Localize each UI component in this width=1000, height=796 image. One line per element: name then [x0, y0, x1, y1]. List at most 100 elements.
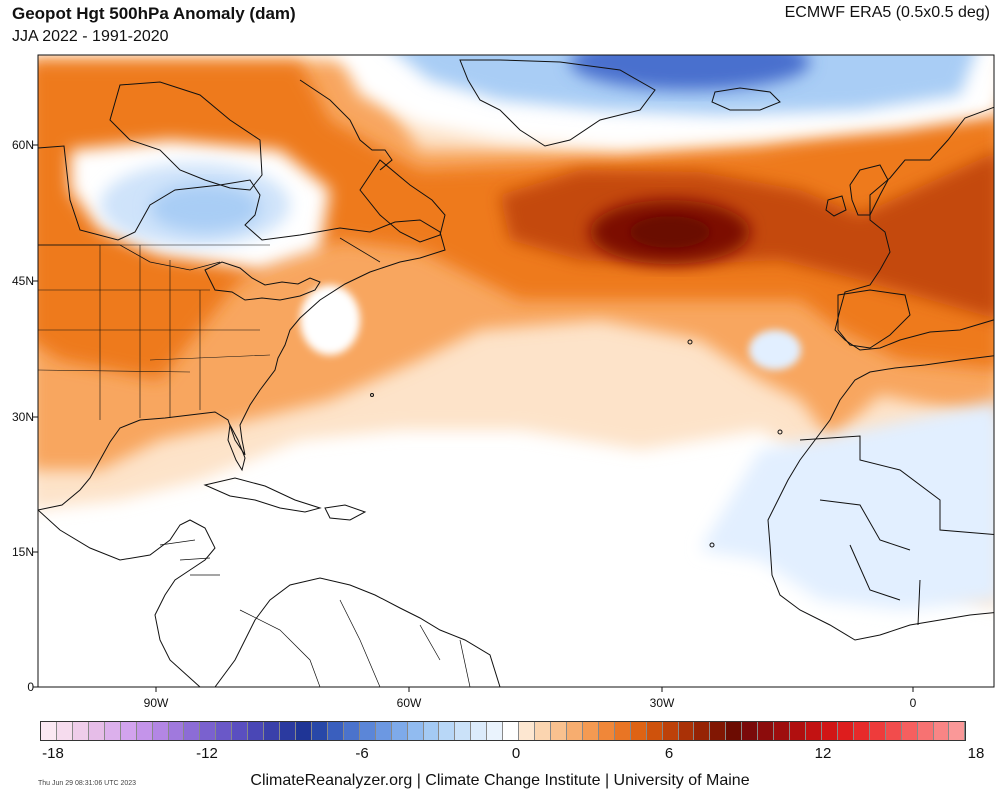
colorbar: [40, 721, 967, 741]
colorbar-cell: [646, 722, 663, 740]
colorbar-cell: [662, 722, 679, 740]
bermuda-island: [370, 393, 374, 397]
colorbar-cell: [296, 722, 312, 740]
gulf-and-mexico: [38, 509, 216, 687]
colorbar-cell: [439, 722, 456, 740]
colorbar-cell: [790, 722, 806, 740]
iberia: [837, 289, 911, 349]
colorbar-label-neg18: -18: [42, 745, 64, 762]
colorbar-label-6: 6: [664, 745, 674, 762]
us-state-borders: [38, 244, 271, 420]
colorbar-cell: [630, 722, 647, 740]
colorbar-cell: [136, 722, 153, 740]
east-coast-neutral: [300, 285, 360, 355]
colorbar-cell: [200, 722, 217, 740]
canadian-maritimes: [359, 159, 446, 243]
colorbar-cell: [678, 722, 695, 740]
colorbar-cell: [487, 722, 504, 740]
colorbar-cell: [407, 722, 424, 740]
canary-islands: [777, 429, 783, 435]
colorbar-cell: [694, 722, 711, 740]
colorbar-cell: [423, 722, 440, 740]
anomaly-field: [38, 55, 994, 610]
colorbar-cell: [933, 722, 950, 740]
colorbar-cell: [455, 722, 472, 740]
iceland-outline: [711, 87, 781, 111]
anomaly-max-core: [630, 216, 710, 248]
lon-label-0: 0: [909, 696, 917, 710]
colorbar-cell: [88, 722, 105, 740]
british-isles: [825, 164, 889, 217]
azores-low: [749, 330, 801, 370]
footer-credit: ClimateReanalyzer.org | Climate Change I…: [250, 772, 750, 789]
map-subtitle: JJA 2022 - 1991-2020: [12, 28, 169, 45]
colorbar-cell: [742, 722, 759, 740]
colorbar-cell: [774, 722, 791, 740]
lon-label-60w: 60W: [396, 696, 422, 710]
colorbar-label-neg6: -6: [355, 745, 369, 762]
colorbar-cell: [280, 722, 296, 740]
lat-label-30n: 30N: [11, 410, 34, 424]
colorbar-cell: [598, 722, 615, 740]
colorbar-cell: [152, 722, 169, 740]
colorbar-cell: [837, 722, 854, 740]
colorbar-cell: [917, 722, 934, 740]
colorbar-cell: [853, 722, 870, 740]
colorbar-cell: [232, 722, 249, 740]
data-source: ECMWF ERA5 (0.5x0.5 deg): [784, 4, 990, 21]
colorbar-cell: [806, 722, 822, 740]
colorbar-cell: [311, 722, 328, 740]
greenland-outline: [459, 59, 656, 147]
colorbar-cell: [72, 722, 89, 740]
colorbar-cell: [471, 722, 488, 740]
colorbar-cell: [391, 722, 408, 740]
azores-islands: [687, 339, 693, 345]
labrador-coast: [299, 79, 393, 171]
lon-label-90w: 90W: [143, 696, 169, 710]
colorbar-cell: [216, 722, 233, 740]
west-africa-borders: [799, 435, 994, 626]
colorbar-label-12: 12: [814, 745, 832, 762]
colorbar-cell: [56, 722, 73, 740]
colorbar-cell: [566, 722, 583, 740]
colorbar-cell: [503, 722, 520, 740]
arctic-low-core: [570, 55, 810, 90]
colorbar-cell: [758, 722, 775, 740]
colorbar-cell: [248, 722, 265, 740]
lon-label-30w: 30W: [649, 696, 675, 710]
hudson-bay: [109, 81, 263, 191]
florida: [227, 423, 246, 472]
lon-ticks: [155, 687, 914, 692]
colorbar-cell: [710, 722, 727, 740]
colorbar-cell: [359, 722, 376, 740]
south-america-outline: [214, 577, 501, 687]
lat-label-0: 0: [27, 680, 34, 694]
canada-us-border: [38, 237, 381, 271]
colorbar-cell: [104, 722, 121, 740]
coastlines: [38, 59, 994, 687]
hudson-low-core: [150, 184, 260, 232]
colorbar-cell: [264, 722, 281, 740]
colorbar-cell: [168, 722, 185, 740]
colorbar-cell: [327, 722, 344, 740]
colorbar-cell: [120, 722, 137, 740]
colorbar-cell: [949, 722, 966, 740]
map-title: Geopot Hgt 500hPa Anomaly (dam): [12, 4, 296, 23]
lat-label-60n: 60N: [11, 138, 34, 152]
colorbar-label-neg12: -12: [196, 745, 218, 762]
colorbar-cell: [551, 722, 567, 740]
colorbar-cell: [41, 722, 57, 740]
colorbar-cell: [375, 722, 392, 740]
lat-label-15n: 15N: [11, 545, 34, 559]
cape-verde-islands: [709, 542, 715, 548]
colorbar-cell: [726, 722, 743, 740]
colorbar-cell: [869, 722, 886, 740]
south-america-borders: [239, 599, 471, 687]
colorbar-cell: [901, 722, 918, 740]
central-america-borders: [159, 539, 220, 576]
colorbar-cell: [582, 722, 599, 740]
colorbar-cell: [519, 722, 536, 740]
lat-label-45n: 45N: [11, 274, 34, 288]
colorbar-cell: [343, 722, 360, 740]
africa-low: [700, 401, 994, 610]
